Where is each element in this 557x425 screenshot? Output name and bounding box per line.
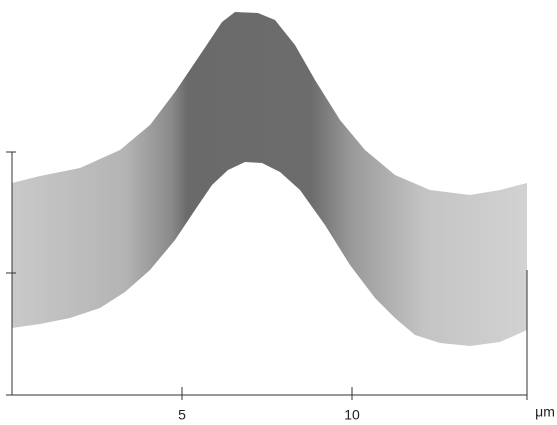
x-tick-label: 5 [178,407,186,423]
surface [12,12,527,346]
x-tick-label: 10 [344,407,360,423]
axes [6,151,528,400]
x-unit: μm [535,404,555,420]
